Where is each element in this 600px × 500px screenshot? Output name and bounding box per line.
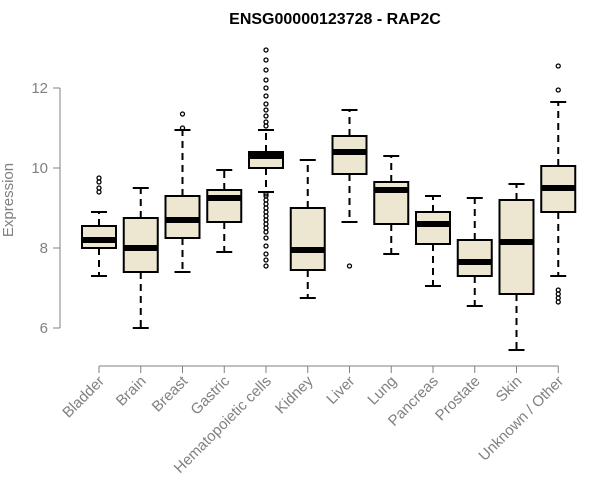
outlier-point [263, 191, 269, 197]
x-tick-label: Liver [323, 373, 358, 408]
box-group [415, 195, 451, 287]
x-tick-label: Brain [113, 373, 150, 410]
outlier-point [263, 67, 269, 73]
outlier-point [263, 57, 269, 63]
boxes [81, 47, 577, 351]
x-tick-label: Kidney [272, 372, 317, 417]
box-group [498, 183, 535, 351]
y-axis: 6 8 10 12 [31, 80, 61, 337]
outlier-point [263, 235, 269, 241]
outlier-point [263, 101, 269, 107]
box-group [81, 175, 117, 277]
outlier-point [263, 47, 269, 53]
outlier-point [263, 113, 269, 119]
x-tick-label: Bladder [59, 373, 108, 422]
box [456, 239, 493, 277]
x-tick-label: Skin [493, 373, 526, 406]
box-group [456, 197, 493, 307]
box-group [122, 187, 159, 329]
outlier-point [179, 125, 186, 131]
outlier-point [263, 263, 269, 269]
box-group [164, 111, 201, 273]
box-group [248, 47, 284, 269]
outlier-point [263, 251, 269, 257]
x-tick-label: Breast [149, 372, 192, 415]
outlier-point [263, 243, 269, 249]
outlier-point [555, 287, 561, 293]
box [206, 189, 243, 223]
outlier-point [263, 93, 269, 99]
y-tick-label: 12 [31, 80, 48, 97]
outlier-point [555, 63, 561, 69]
y-tick-label: 8 [40, 240, 48, 257]
outlier-point [96, 175, 102, 181]
outlier-point [263, 77, 269, 83]
box-group [206, 169, 243, 253]
box [498, 199, 535, 295]
y-tick-label: 6 [40, 320, 48, 337]
box-group [373, 155, 410, 255]
box-group [289, 159, 326, 299]
box-group [540, 63, 577, 305]
y-tick-label: 10 [31, 160, 48, 177]
outlier-point [263, 85, 269, 91]
x-tick-label: Prostate [432, 373, 484, 425]
chart-title: ENSG00000123728 - RAP2C [229, 11, 441, 28]
outlier-point [263, 107, 269, 113]
outlier-point [263, 257, 269, 263]
y-axis-label: Expression [0, 163, 17, 237]
box [289, 207, 326, 271]
outlier-point [263, 119, 269, 125]
box-group [331, 109, 368, 269]
outlier-point [346, 263, 353, 269]
x-tick-label: Lung [364, 373, 400, 409]
outlier-point [555, 87, 561, 93]
outlier-point [263, 193, 269, 199]
outlier-point [96, 185, 102, 191]
box [415, 211, 451, 245]
outlier-point [179, 111, 186, 117]
